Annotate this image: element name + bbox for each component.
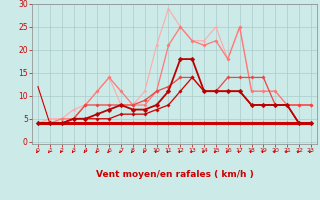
X-axis label: Vent moyen/en rafales ( km/h ): Vent moyen/en rafales ( km/h ) [96,170,253,179]
